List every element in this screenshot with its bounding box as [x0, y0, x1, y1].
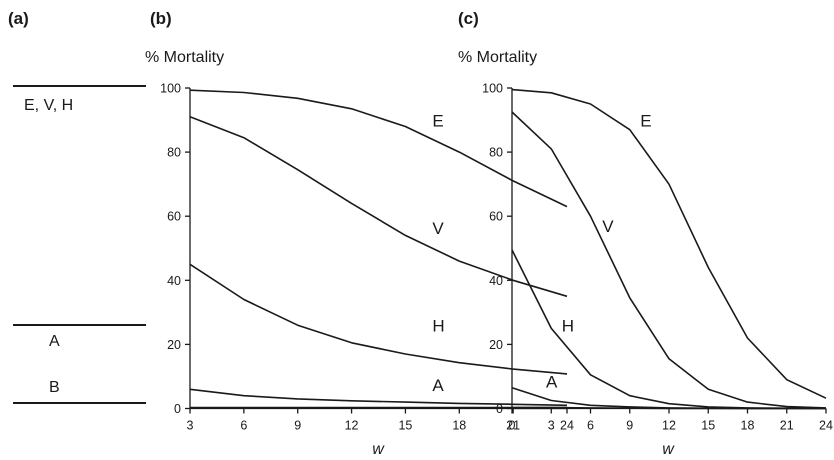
panel-c-y-tick-label: 0 [496, 402, 503, 416]
panel-c-series-h-label: H [562, 317, 574, 336]
panel-a: (a) E, V, H A B [8, 9, 146, 404]
panel-c-y-tick-label: 20 [489, 338, 503, 352]
panel-b-x-tick-label: 21 [506, 419, 520, 433]
level-label-a: A [49, 333, 60, 350]
panel-c-x-tick-label: 18 [741, 419, 755, 433]
panel-b: (b) % Mortality w 0 20 40 60 80 100 3 6 9 12 15 18 2… [145, 9, 574, 458]
panel-a-letter: (a) [8, 9, 29, 28]
panel-c-series-baseline-line [512, 406, 826, 410]
panel-b-letter: (b) [150, 9, 172, 28]
panel-c-x-tick-label: 21 [780, 419, 794, 433]
panel-b-y-tick-label: 0 [174, 402, 181, 416]
panel-c-series-v-line [511, 111, 827, 409]
panel-b-series-v-label: V [432, 219, 444, 238]
panel-b-x-tick-label: 15 [398, 419, 412, 433]
panel-c-series-e-line [511, 88, 827, 399]
panel-c-plot: 0 20 40 60 80 100 0 3 6 9 12 15 18 21 24 E V H A [482, 82, 833, 433]
panel-b-y-tick-label: 60 [167, 210, 181, 224]
panel-b-series-e-line [189, 89, 568, 208]
panel-b-plot: 0 20 40 60 80 100 3 6 9 12 15 18 21 24 E V H A [160, 82, 574, 433]
panel-c-y-tick-label: 40 [489, 274, 503, 288]
panel-c-x-tick-label: 9 [626, 419, 633, 433]
panel-c-y-tick-label: 100 [482, 82, 503, 96]
panel-c-x-axis-label: w [662, 441, 675, 458]
panel-b-series-h-line [189, 263, 568, 375]
panel-b-y-tick-label: 20 [167, 338, 181, 352]
panel-b-series-e-label: E [432, 111, 443, 130]
panel-c-x-tick-label: 24 [819, 419, 833, 433]
panel-c-letter: (c) [458, 9, 479, 28]
panel-b-series-a-label: A [432, 376, 444, 395]
level-label-evh: E, V, H [24, 97, 73, 114]
panel-c-x-tick-label: 0 [509, 419, 516, 433]
panel-b-y-tick-label: 80 [167, 146, 181, 160]
panel-b-series-a-line [189, 388, 568, 407]
panel-c-x-tick-label: 3 [548, 419, 555, 433]
panel-b-x-tick-label: 18 [452, 419, 466, 433]
panel-b-x-tick-label: 9 [294, 419, 301, 433]
level-label-b: B [49, 379, 60, 396]
panel-c-series-e-label: E [640, 111, 651, 130]
panel-c-y-tick-label: 60 [489, 210, 503, 224]
panel-c-y-axis-label: % Mortality [458, 49, 537, 66]
panel-c-y-tick-label: 80 [489, 146, 503, 160]
panel-b-y-tick-label: 40 [167, 274, 181, 288]
panel-c-series-a-label: A [546, 373, 558, 392]
panel-c: (c) % Mortality w 0 20 40 60 80 100 0 3 6 9 12 15 18… [458, 9, 833, 458]
panel-b-x-tick-label: 6 [240, 419, 247, 433]
panel-b-x-tick-label: 3 [187, 419, 194, 433]
panel-b-series-v-line [189, 116, 568, 298]
panel-c-x-tick-label: 12 [662, 419, 676, 433]
panel-c-series-v-label: V [602, 217, 614, 236]
panel-c-x-tick-label: 6 [587, 419, 594, 433]
panel-b-x-tick-label: 24 [560, 419, 574, 433]
panel-b-series-h-label: H [432, 317, 444, 336]
panel-b-y-axis-label: % Mortality [145, 49, 224, 66]
panel-b-x-tick-label: 12 [345, 419, 359, 433]
panel-c-x-tick-label: 15 [701, 419, 715, 433]
panel-b-y-tick-label: 100 [160, 82, 181, 96]
panel-c-series-h-line [511, 249, 827, 410]
panel-b-x-axis-label: w [372, 441, 385, 458]
